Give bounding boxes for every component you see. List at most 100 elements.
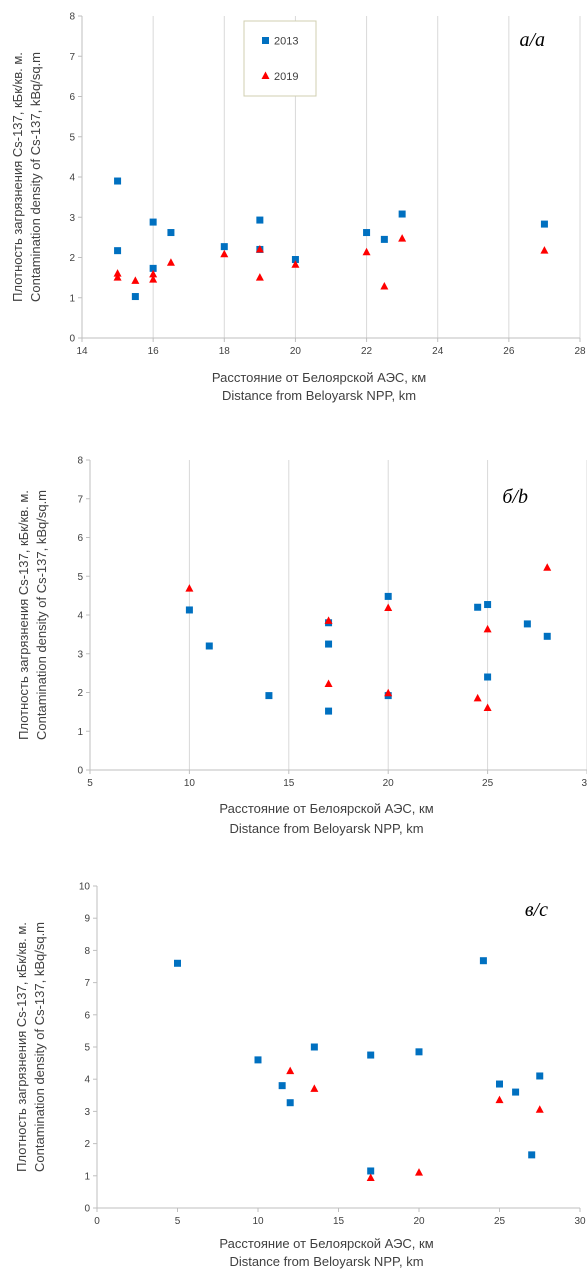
x-axis-title: Расстояние от Белоярской АЭС, км (219, 801, 433, 816)
x-axis-title: Расстояние от Белоярской АЭС, км (219, 1236, 433, 1251)
x-axis-title: Distance from Beloyarsk NPP, km (229, 821, 423, 836)
x-tick-label: 20 (383, 778, 395, 789)
y-tick-label: 2 (84, 1139, 90, 1150)
data-point-2013 (114, 177, 122, 185)
y-axis-title: Contamination density of Cs-137, kBq/sq.… (28, 52, 43, 302)
data-point-2019 (384, 688, 393, 697)
y-tick-label: 5 (84, 1043, 90, 1054)
data-point-2019 (185, 584, 194, 592)
data-point-2013 (205, 642, 213, 650)
y-tick-label: 3 (84, 1107, 90, 1118)
y-tick-label: 8 (84, 946, 90, 957)
legend-label-2019: 2019 (274, 71, 298, 83)
data-point-2013 (536, 1072, 544, 1080)
x-tick-label: 26 (503, 346, 515, 357)
data-point-2013 (363, 229, 371, 237)
data-point-2013 (484, 673, 492, 681)
y-tick-label: 5 (77, 572, 83, 583)
data-point-2019 (113, 273, 122, 281)
x-tick-label: 10 (252, 1216, 264, 1227)
y-tick-label: 10 (79, 882, 91, 893)
legend-label-2013: 2013 (274, 36, 298, 48)
data-point-2013 (380, 235, 388, 243)
x-tick-label: 25 (482, 778, 494, 789)
x-axis-title: Distance from Beloyarsk NPP, km (229, 1254, 423, 1269)
data-point-2013 (286, 1099, 294, 1107)
x-tick-label: 28 (574, 346, 586, 357)
y-tick-label: 7 (69, 52, 75, 63)
x-tick-label: 24 (432, 346, 444, 357)
data-point-2019 (543, 563, 552, 571)
data-point-2013 (278, 1082, 286, 1090)
data-point-2013 (149, 264, 157, 272)
x-tick-label: 15 (283, 778, 295, 789)
data-point-2013 (174, 959, 181, 967)
chart-panel-c: 0 1 2 3 4 5 6 7 8 9 10 0 5 10 15 20 25 30 Плотность загряз… (14, 882, 586, 1270)
y-tick-label: 4 (77, 611, 83, 622)
y-tick-label: 0 (69, 334, 75, 345)
y-tick-label: 0 (84, 1204, 90, 1215)
data-point-2013 (543, 632, 551, 640)
y-tick-label: 4 (69, 173, 75, 184)
data-point-2019 (362, 247, 371, 256)
chart-panel-a: 0 1 2 3 4 5 6 7 8 14 16 18 20 22 24 26 28 Плотность загря… (10, 12, 586, 404)
data-point-2013 (325, 707, 333, 715)
panel-label: а/a (519, 29, 545, 51)
data-point-2013 (254, 1056, 262, 1064)
x-tick-label: 5 (87, 778, 93, 789)
x-tick-label: 20 (290, 346, 302, 357)
data-point-2019 (473, 693, 482, 702)
y-tick-label: 0 (77, 766, 83, 777)
data-point-2019 (310, 1084, 319, 1092)
data-point-2019 (113, 269, 122, 277)
y-tick-label: 8 (69, 12, 75, 23)
x-tick-label: 10 (184, 778, 196, 789)
data-point-2013 (367, 1167, 375, 1175)
data-point-2013 (185, 606, 193, 614)
data-point-2013 (479, 957, 487, 965)
data-point-2019 (291, 260, 300, 268)
data-point-2019 (166, 258, 175, 266)
data-point-2013 (310, 1043, 318, 1051)
data-point-2013 (528, 1151, 536, 1159)
data-point-2019 (149, 269, 158, 278)
data-point-2013 (265, 692, 273, 700)
x-tick-label: 16 (148, 346, 160, 357)
y-tick-label: 6 (84, 1010, 90, 1021)
chart-panel-b: 0 1 2 3 4 5 6 7 8 5 10 15 20 25 30 Плотность загрязнени… (16, 456, 587, 836)
legend-marker-2019 (261, 71, 270, 79)
data-point-2013 (114, 247, 122, 255)
x-tick-label: 0 (94, 1216, 100, 1227)
y-tick-label: 6 (69, 92, 75, 103)
data-point-2019 (220, 249, 229, 258)
y-tick-label: 2 (69, 253, 75, 264)
x-axis-title: Расстояние от Белоярской АЭС, км (212, 370, 426, 385)
legend-box (243, 20, 317, 97)
data-point-2019 (540, 246, 549, 254)
legend-marker-2013 (262, 37, 269, 44)
data-point-2013 (474, 603, 482, 611)
y-tick-label: 7 (84, 978, 90, 989)
data-point-2019 (149, 275, 158, 283)
y-tick-label: 4 (84, 1075, 90, 1086)
data-point-2019 (398, 234, 407, 242)
y-tick-label: 8 (77, 456, 83, 467)
y-tick-label: 1 (84, 1171, 90, 1182)
x-tick-label: 14 (76, 346, 88, 357)
data-point-2013 (484, 601, 492, 609)
data-point-2019 (324, 679, 333, 687)
data-point-2013 (415, 1048, 423, 1056)
data-point-2019 (380, 281, 389, 290)
data-point-2013 (496, 1080, 503, 1088)
x-tick-label: 5 (175, 1216, 181, 1227)
data-point-2013 (523, 620, 531, 628)
y-axis-title: Плотность загрязнения Cs-137, кБк/кв. м. (14, 922, 29, 1172)
y-tick-label: 3 (69, 213, 75, 224)
data-point-2019 (535, 1105, 544, 1113)
data-point-2019 (384, 603, 393, 612)
y-tick-label: 1 (77, 727, 83, 738)
data-point-2013 (149, 218, 157, 226)
data-point-2013 (167, 229, 175, 237)
data-point-2013 (131, 293, 139, 301)
x-tick-label: 25 (494, 1216, 506, 1227)
